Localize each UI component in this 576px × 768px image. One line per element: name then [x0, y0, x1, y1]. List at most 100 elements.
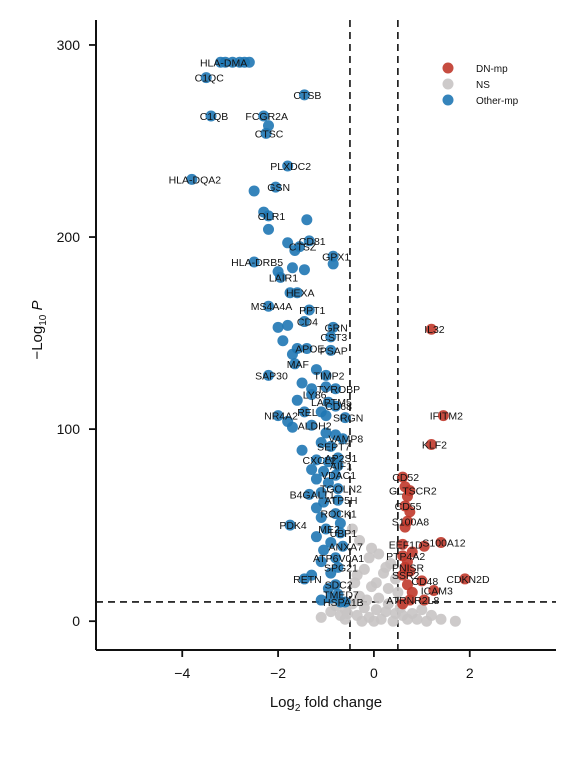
data-point-other-mp	[310, 502, 322, 514]
y-tick-label: 300	[57, 37, 81, 53]
gene-label: B4GALT1	[290, 489, 335, 501]
gene-label: TYROBP	[317, 384, 360, 396]
data-point-dn-mp	[397, 538, 409, 550]
data-point-dn-mp	[397, 569, 409, 581]
data-point-other-mp	[330, 552, 342, 564]
gene-label: S100A8	[392, 516, 430, 528]
data-point-other-mp	[310, 454, 322, 466]
data-point-other-mp	[332, 452, 344, 464]
data-point-ns	[392, 586, 404, 598]
gene-label: REL	[297, 407, 318, 419]
gene-label: GRN	[325, 322, 348, 334]
data-point-ns	[382, 598, 394, 610]
gene-label: ATP6V0A1	[313, 553, 364, 565]
data-point-ns	[435, 613, 447, 625]
data-point-dn-mp	[416, 575, 428, 587]
data-point-other-mp	[258, 110, 270, 122]
data-point-ns	[449, 615, 461, 627]
gene-label: PDK4	[279, 520, 307, 532]
data-point-other-mp	[320, 523, 332, 535]
data-point-other-mp	[310, 531, 322, 543]
data-point-other-mp	[325, 536, 337, 548]
gene-label: RETN	[293, 574, 322, 586]
data-point-other-mp	[318, 465, 330, 477]
data-point-dn-mp	[418, 540, 430, 552]
gene-label: UBP1	[330, 528, 358, 540]
gene-label: CD55	[395, 501, 422, 513]
legend-marker	[442, 78, 454, 90]
data-point-other-mp	[320, 381, 332, 393]
gene-label: HSPA1B	[323, 597, 364, 609]
gene-label: ATP5H	[324, 495, 357, 507]
data-point-other-mp	[243, 56, 255, 68]
data-point-other-mp	[322, 477, 334, 489]
data-point-ns	[356, 615, 368, 627]
data-point-dn-mp	[397, 471, 409, 483]
gene-label: C1QC	[195, 73, 225, 85]
data-point-other-mp	[263, 300, 274, 312]
data-point-other-mp	[274, 271, 286, 283]
gene-label: IFITM2	[430, 411, 463, 423]
data-point-ns	[382, 583, 394, 595]
data-point-ns	[315, 611, 327, 623]
data-point-other-mp	[306, 463, 318, 475]
gene-label: S100A12	[422, 537, 465, 549]
data-point-other-mp	[301, 214, 313, 226]
gene-label: PSAP	[320, 345, 348, 357]
gene-label: CXCL2	[302, 455, 336, 467]
gene-label: VDAC1	[321, 470, 356, 482]
gene-label: CD52	[392, 472, 419, 484]
legend-marker	[442, 94, 454, 106]
data-point-other-mp	[330, 469, 342, 481]
data-point-other-mp	[334, 517, 346, 529]
legend-label: Other-mp	[476, 96, 519, 107]
data-point-other-mp	[289, 244, 301, 256]
data-point-ns	[370, 577, 382, 589]
data-point-ns	[342, 608, 354, 620]
data-point-other-mp	[272, 321, 284, 333]
y-title-base: −Log	[29, 326, 46, 360]
data-point-other-mp	[315, 556, 327, 568]
data-point-dn-mp	[437, 410, 449, 422]
data-point-other-mp	[315, 437, 327, 449]
data-point-other-mp	[296, 444, 308, 456]
data-point-other-mp	[306, 419, 318, 431]
data-point-other-mp	[298, 573, 310, 585]
data-point-ns	[368, 615, 380, 627]
legend: DN-mp NS Other-mp	[442, 62, 519, 107]
data-point-other-mp	[186, 173, 198, 185]
data-point-dn-mp	[406, 546, 418, 558]
data-point-other-mp	[282, 160, 294, 172]
data-point-dn-mp	[428, 584, 440, 596]
gene-label: TGOLN2	[320, 484, 362, 496]
data-point-dn-mp	[404, 506, 416, 518]
data-point-other-mp	[339, 596, 351, 608]
gene-label: CD48	[411, 576, 438, 588]
gene-label: HLA-DRB5	[231, 257, 283, 269]
gene-label: C1QB	[200, 111, 229, 123]
data-point-other-mp	[289, 358, 301, 370]
data-point-other-mp	[303, 488, 315, 500]
data-point-ns	[361, 594, 373, 606]
gene-label: CD4	[297, 317, 318, 329]
data-point-other-mp	[298, 316, 310, 328]
data-point-other-mp	[325, 592, 337, 604]
data-point-other-mp	[282, 319, 294, 331]
gene-label: CTSZ	[289, 242, 317, 254]
data-point-dn-mp	[399, 521, 411, 533]
gene-label: ANXA7	[329, 541, 364, 553]
data-point-other-mp	[322, 456, 334, 468]
gene-label: AP2S1	[325, 453, 358, 465]
y-title-variable: P	[29, 300, 46, 314]
data-point-other-mp	[332, 460, 344, 472]
data-point-ns	[351, 569, 363, 581]
data-point-other-mp	[263, 369, 274, 381]
gene-label: SSR2	[392, 570, 420, 582]
x-axis-title: Log2 fold change	[270, 694, 382, 714]
gene-label: IL32	[424, 324, 445, 336]
data-point-other-mp	[332, 483, 344, 495]
data-point-other-mp	[339, 412, 351, 424]
data-point-other-mp	[298, 406, 310, 418]
gene-label: SEPT7	[317, 441, 350, 453]
data-point-ns	[387, 615, 399, 627]
